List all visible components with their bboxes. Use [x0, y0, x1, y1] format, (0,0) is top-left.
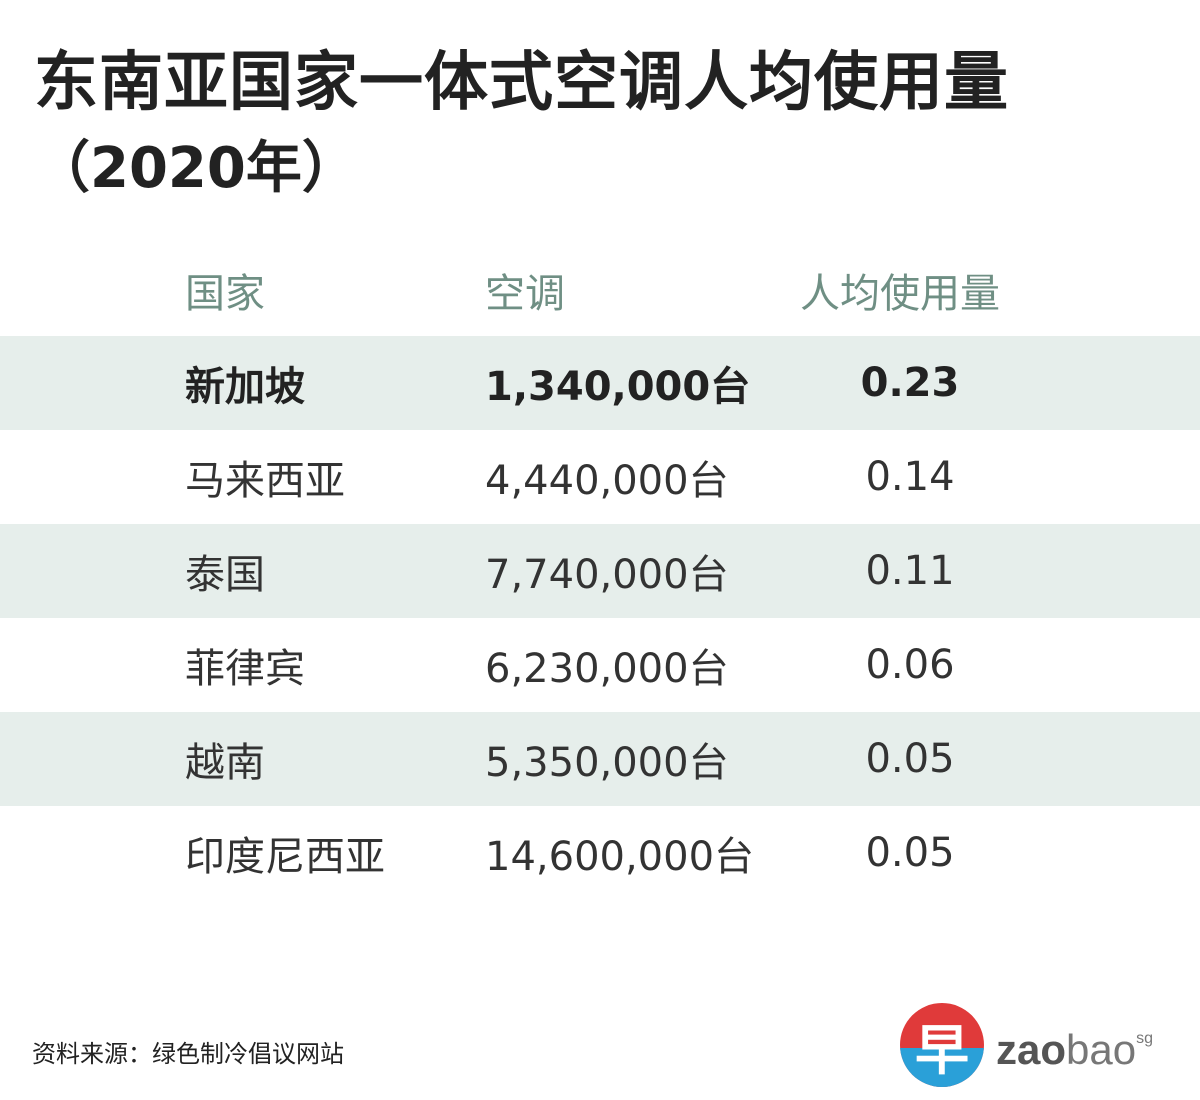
logo-glyph: 早	[915, 1018, 969, 1082]
data-table: 国家 空调 人均使用量 新加坡 1,340,000台 0.23 马来西亚 4,4…	[0, 244, 1200, 900]
row-per-capita: 0.14	[865, 454, 955, 500]
row-per-capita: 0.11	[865, 548, 955, 594]
table-row: 泰国 7,740,000台 0.11	[0, 524, 1200, 618]
table-row: 新加坡 1,340,000台 0.23	[0, 336, 1200, 430]
row-country: 泰国	[185, 552, 265, 598]
row-country: 越南	[185, 740, 265, 786]
page-title: 东南亚国家一体式空调人均使用量	[34, 46, 1009, 120]
table-header-row: 国家 空调 人均使用量	[0, 244, 1200, 336]
row-per-capita: 0.05	[865, 736, 955, 782]
zaobao-logo-icon: 早	[900, 1003, 984, 1087]
table-row: 印度尼西亚 14,600,000台 0.05	[0, 806, 1200, 900]
table-row: 菲律宾 6,230,000台 0.06	[0, 618, 1200, 712]
row-country: 马来西亚	[185, 458, 345, 504]
row-units: 7,740,000台	[485, 552, 729, 598]
page-subtitle: （2020年）	[34, 136, 358, 201]
logo-blue-half	[900, 1048, 984, 1087]
logo-wordmark-zao: zao	[996, 1026, 1067, 1073]
header-air-conditioners: 空调	[485, 271, 565, 317]
table-row: 越南 5,350,000台 0.05	[0, 712, 1200, 806]
row-country: 印度尼西亚	[185, 834, 385, 880]
row-per-capita: 0.05	[865, 830, 955, 876]
header-per-capita: 人均使用量	[800, 271, 1000, 317]
table-row: 马来西亚 4,440,000台 0.14	[0, 430, 1200, 524]
row-units: 6,230,000台	[485, 646, 729, 692]
zaobao-logo[interactable]: 早 zaobaosg	[900, 1003, 1200, 1093]
row-units: 5,350,000台	[485, 740, 729, 786]
source-note: 资料来源：绿色制冷倡议网站	[32, 1040, 344, 1068]
logo-wordmark-bao: bao	[1066, 1026, 1137, 1073]
row-per-capita: 0.23	[860, 360, 960, 406]
row-country: 菲律宾	[185, 646, 305, 692]
row-country: 新加坡	[185, 364, 305, 410]
logo-wordmark: zaobaosg	[996, 1021, 1153, 1074]
header-country: 国家	[185, 271, 265, 317]
row-units: 14,600,000台	[485, 834, 755, 880]
row-units: 1,340,000台	[485, 364, 751, 410]
logo-wordmark-sg: sg	[1136, 1030, 1153, 1047]
row-per-capita: 0.06	[865, 642, 955, 688]
row-units: 4,440,000台	[485, 458, 729, 504]
